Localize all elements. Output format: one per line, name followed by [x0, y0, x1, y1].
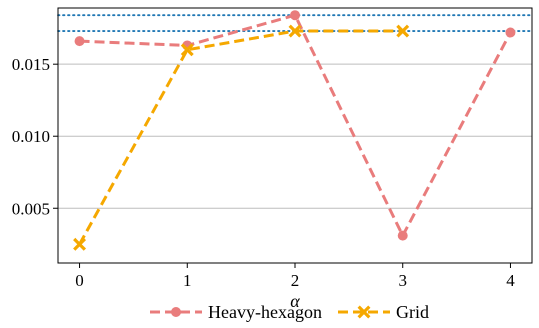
legend-item: Heavy-hexagon: [150, 302, 322, 322]
legend-item: Grid: [338, 302, 429, 322]
data-point: [73, 237, 87, 251]
data-point: [396, 24, 410, 38]
x-tick-label: 0: [75, 271, 84, 290]
legend-marker: [357, 305, 371, 319]
x-tick-label: 1: [183, 271, 192, 290]
x-tick-label: 2: [291, 271, 300, 290]
data-point: [74, 36, 85, 47]
y-tick-label: 0.010: [12, 127, 50, 146]
legend-label: Grid: [396, 302, 429, 322]
data-point: [505, 27, 516, 38]
data-point: [180, 43, 194, 57]
y-tick-label: 0.015: [12, 55, 50, 74]
legend: Heavy-hexagon Grid: [150, 302, 429, 322]
x-tick-label: 4: [506, 271, 515, 290]
data-point: [397, 230, 408, 241]
x-axis-label: α: [290, 291, 300, 311]
series-group: [73, 10, 516, 251]
y-tick-label: 0.005: [12, 199, 50, 218]
x-axis-ticks: 0 1 2 3 4: [75, 263, 515, 290]
series-line-grid: [78, 29, 403, 245]
legend-marker: [171, 307, 181, 317]
grid-lines: [58, 63, 532, 209]
x-tick-label: 3: [398, 271, 407, 290]
data-point: [290, 10, 300, 21]
data-point: [288, 24, 302, 38]
plot-frame: [57, 7, 533, 264]
y-axis-ticks: 0.005 0.010 0.015: [12, 55, 58, 218]
legend-label: Heavy-hexagon: [208, 302, 322, 322]
